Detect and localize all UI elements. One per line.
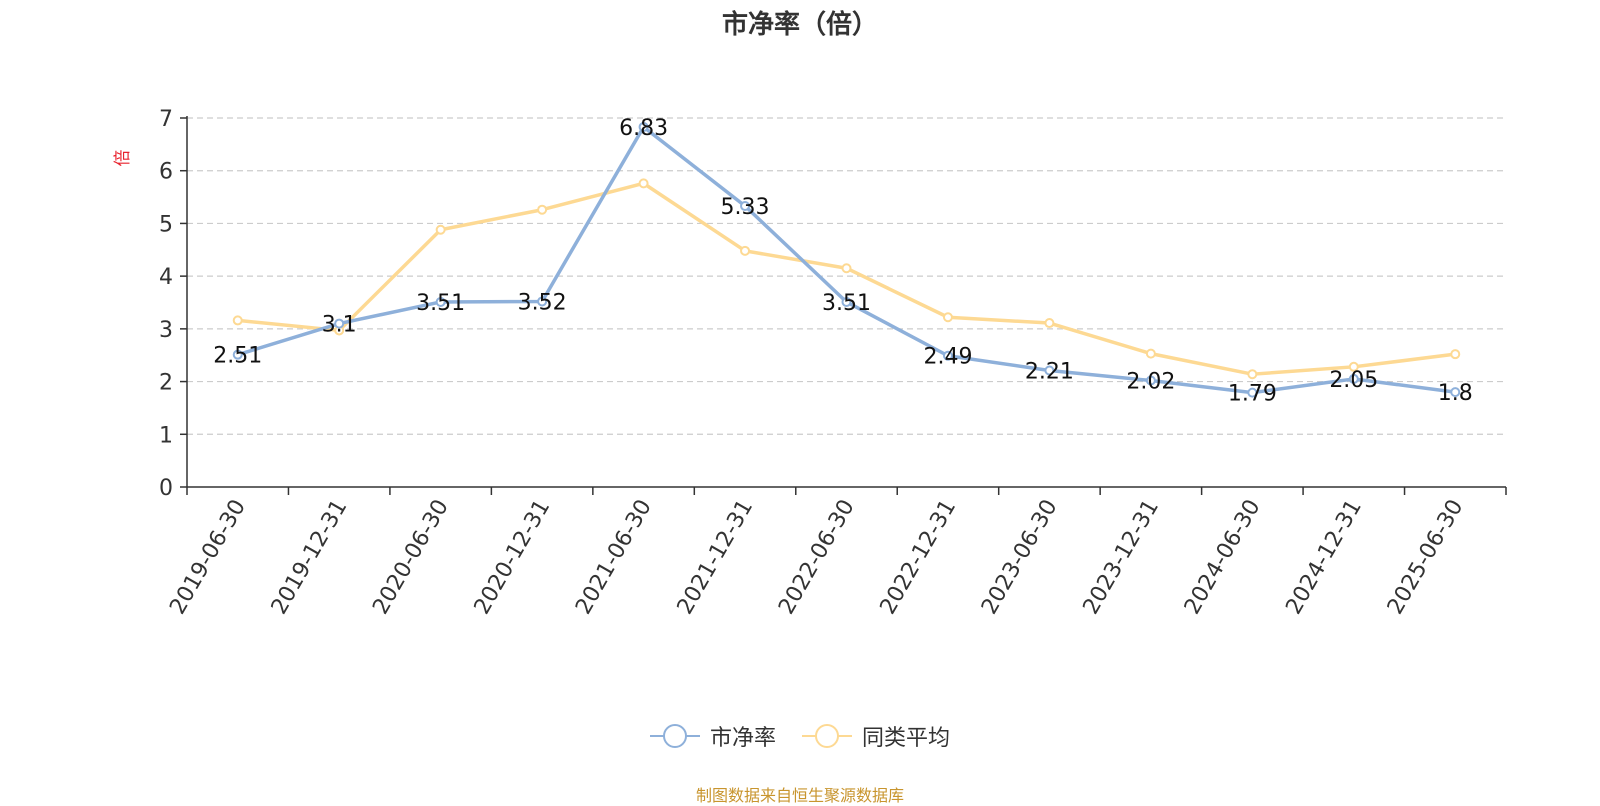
x-tick-label-2021-06-30: 2021-06-30 — [571, 496, 657, 619]
x-tick-label-2024-06-30: 2024-06-30 — [1180, 496, 1266, 619]
y-tick-label-2: 2 — [159, 371, 173, 396]
series-1-point-8 — [1044, 318, 1055, 329]
series-line-0 — [237, 125, 1456, 395]
series-0-point-7 — [942, 350, 953, 361]
series-0-point-10 — [1247, 387, 1258, 398]
data-label-12: 1.8 — [1438, 381, 1473, 406]
y-tick-label-4: 4 — [159, 265, 173, 290]
legend-marker-pb-icon — [649, 724, 700, 748]
data-label-0: 2.51 — [213, 344, 262, 369]
x-tick-label-2023-12-31: 2023-12-31 — [1079, 496, 1165, 619]
series-1-point-12 — [1450, 349, 1461, 360]
data-label-5: 5.33 — [721, 195, 770, 220]
series-0-point-2 — [435, 296, 446, 307]
series-0-point-8 — [1044, 365, 1055, 376]
x-tick-label-2019-12-31: 2019-12-31 — [267, 496, 353, 619]
y-tick-label-1: 1 — [159, 423, 173, 448]
series-0-point-5 — [740, 201, 751, 212]
series-1-point-4 — [638, 178, 649, 189]
legend-item-pb[interactable]: 市净率 — [649, 720, 776, 752]
data-labels: 2.51 3.1 3.51 3.52 6.83 5.33 3.51 2.49 2.21 2.02 1… — [213, 116, 1473, 407]
data-label-6: 3.51 — [822, 291, 871, 316]
x-tick-label-2022-12-31: 2022-12-31 — [876, 496, 962, 619]
y-tick-label-6: 6 — [159, 160, 173, 185]
series-0-point-12 — [1450, 387, 1461, 398]
data-label-4: 6.83 — [619, 116, 668, 141]
y-tick-label-3: 3 — [159, 318, 173, 343]
series-1-point-9 — [1145, 348, 1156, 359]
series-1-point-7 — [942, 312, 953, 323]
series-1-point-2 — [435, 224, 446, 235]
series-0-point-1 — [334, 318, 345, 329]
x-tick-label-2021-12-31: 2021-12-31 — [673, 496, 759, 619]
chart-title: 市净率（倍） — [721, 10, 878, 40]
source-note: 制图数据来自恒生聚源数据库 — [695, 786, 904, 805]
series-1-point-0 — [232, 315, 243, 326]
series-0-point-11 — [1348, 373, 1359, 384]
data-label-1: 3.1 — [322, 313, 357, 338]
series-0-point-9 — [1145, 375, 1156, 386]
legend-marker-peer-average-icon — [802, 724, 852, 748]
y-axis-label: 倍 — [113, 150, 133, 167]
legend-label-pb: 市净率 — [709, 726, 776, 751]
data-label-3: 3.52 — [518, 290, 567, 315]
data-label-11: 2.05 — [1329, 368, 1378, 393]
data-label-8: 2.21 — [1025, 360, 1074, 385]
legend-item-peer-average[interactable]: 同类平均 — [802, 720, 950, 752]
data-label-10: 1.79 — [1228, 382, 1277, 407]
x-tick-label-2023-06-30: 2023-06-30 — [977, 496, 1063, 619]
series-1-point-11 — [1348, 361, 1359, 372]
series-1-point-10 — [1247, 369, 1258, 380]
y-tick-label-5: 5 — [159, 212, 173, 237]
y-tick-label-7: 7 — [159, 107, 173, 132]
x-tick-label-2019-06-30: 2019-06-30 — [165, 496, 251, 619]
data-label-7: 2.49 — [923, 345, 972, 370]
series-0-point-6 — [841, 296, 852, 307]
x-tick-label-2024-12-31: 2024-12-31 — [1281, 496, 1367, 619]
x-tick-label-2025-06-30: 2025-06-30 — [1383, 496, 1469, 619]
series-1-point-3 — [537, 204, 548, 215]
y-tick-label-0: 0 — [159, 476, 173, 501]
data-label-9: 2.02 — [1126, 370, 1175, 395]
series-0-point-4 — [638, 121, 649, 132]
x-tick-label-2020-12-31: 2020-12-31 — [470, 496, 556, 619]
series-line-1 — [237, 181, 1456, 376]
series-1-point-6 — [841, 263, 852, 274]
x-tick-label-2022-06-30: 2022-06-30 — [774, 496, 860, 619]
series-1-point-5 — [740, 245, 751, 256]
series-0-point-3 — [537, 296, 548, 307]
legend: 市净率 同类平均 — [0, 720, 1600, 752]
series — [232, 121, 1461, 398]
legend-label-peer-average: 同类平均 — [862, 726, 951, 751]
series-0-point-0 — [232, 349, 243, 360]
x-tick-label-2020-06-30: 2020-06-30 — [368, 495, 454, 618]
data-label-2: 3.51 — [416, 291, 465, 316]
